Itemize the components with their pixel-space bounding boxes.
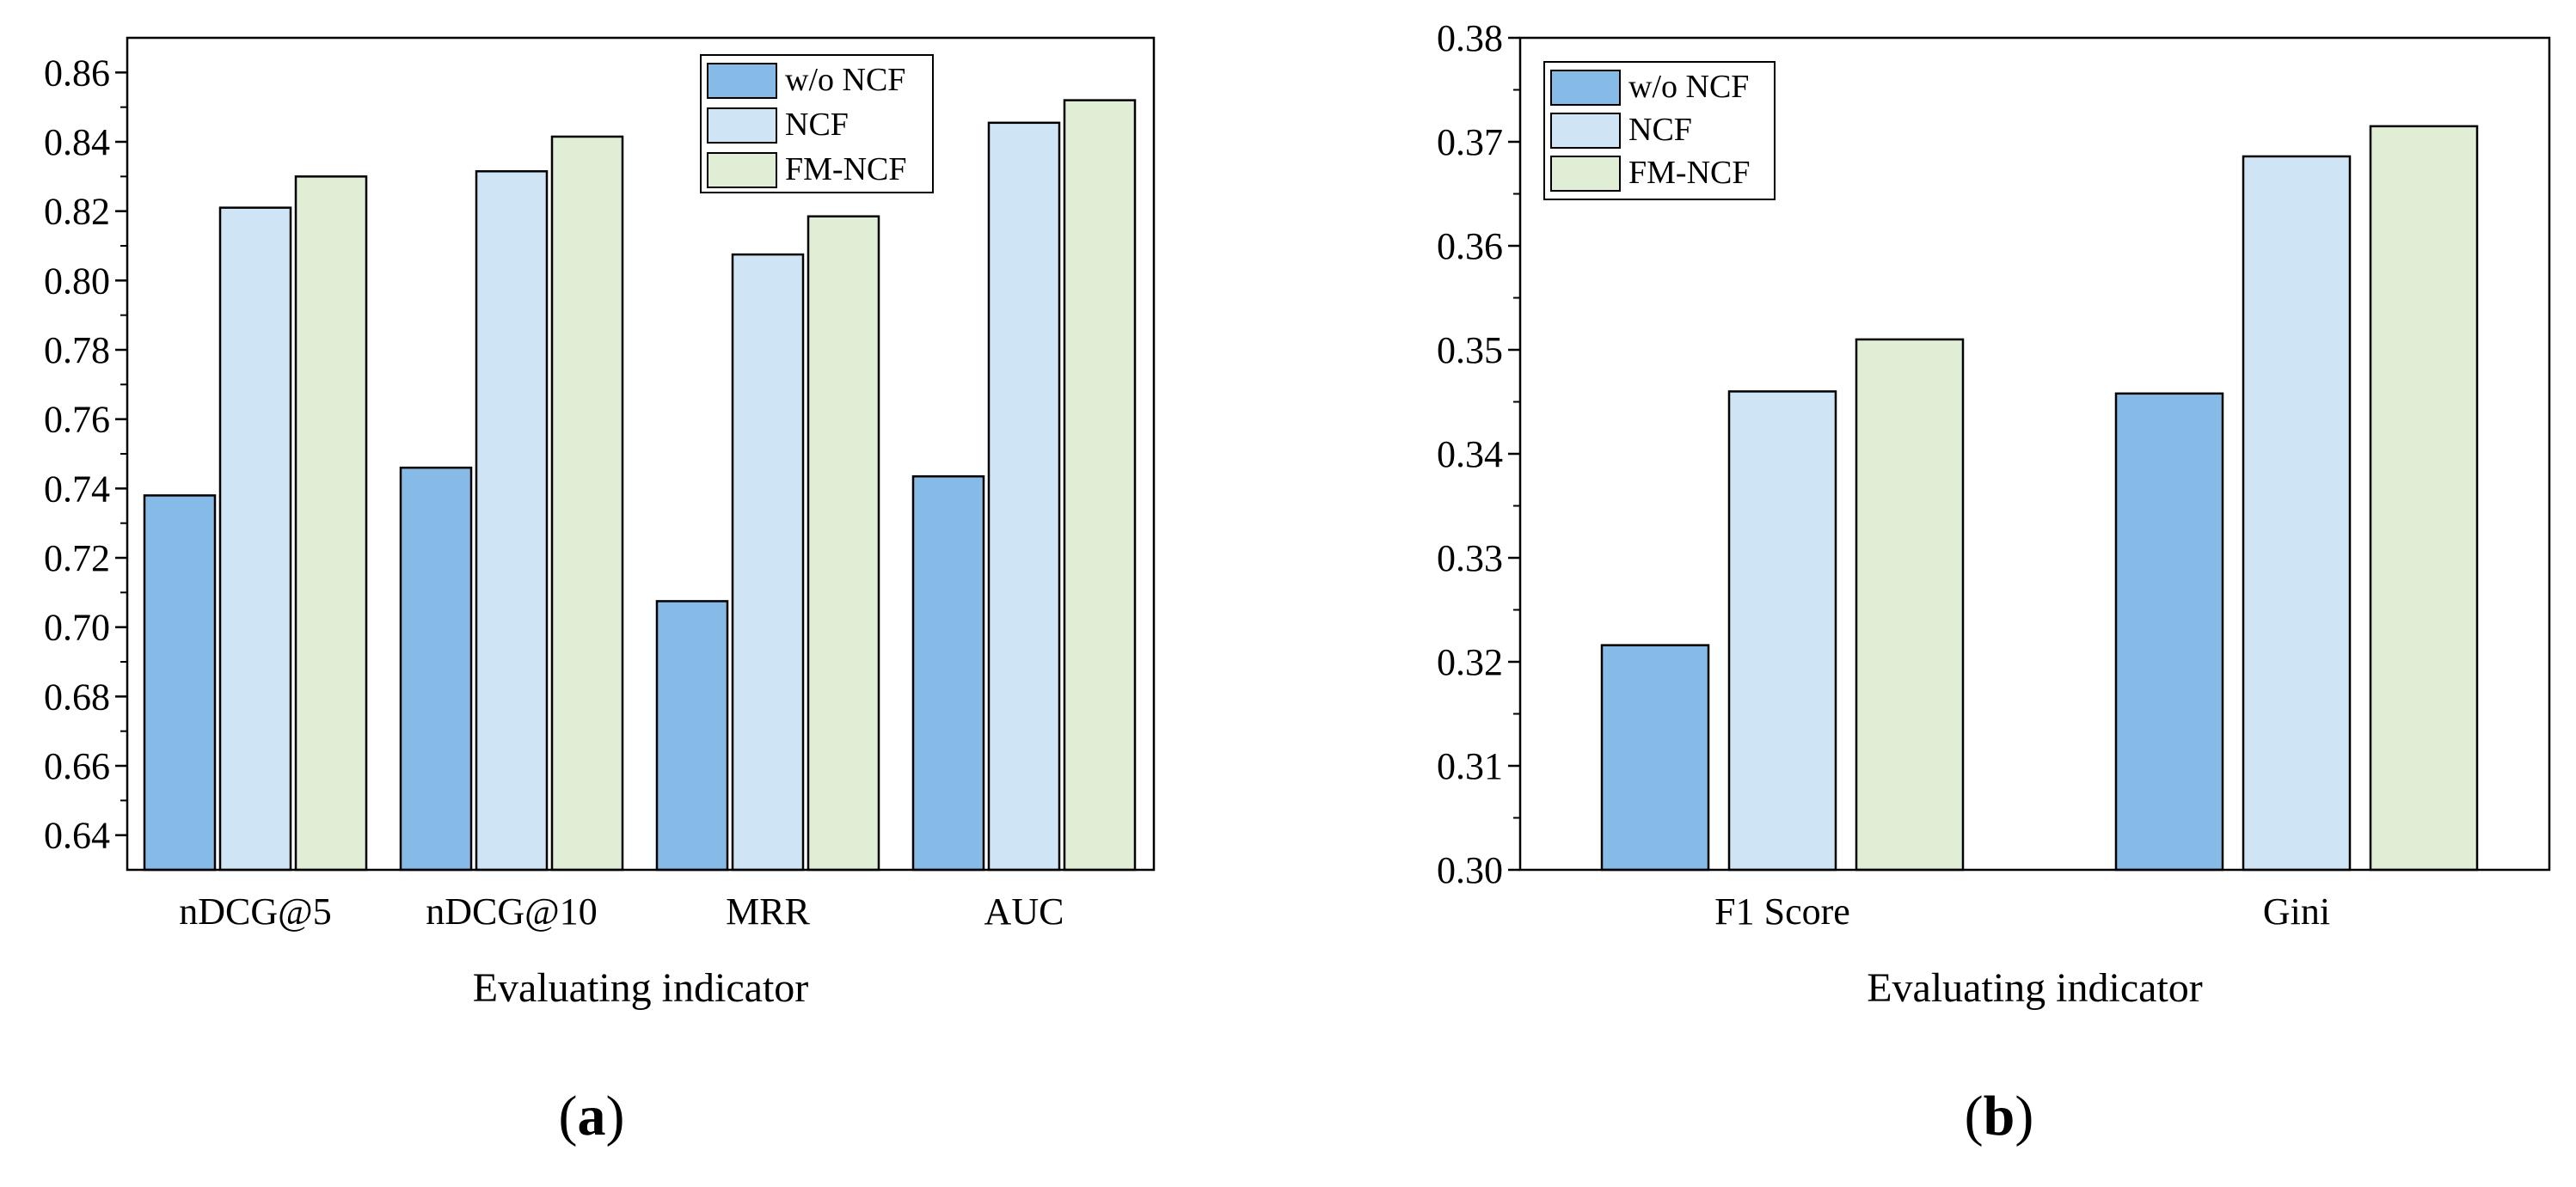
x-tick-label: nDCG@5 <box>179 890 331 933</box>
y-tick-label: 0.68 <box>44 676 110 718</box>
y-tick-label: 0.78 <box>44 329 110 371</box>
y-tick-label: 0.74 <box>44 468 110 510</box>
y-tick-label: 0.32 <box>1437 641 1503 683</box>
legend-swatch <box>707 107 777 144</box>
chart-panel-b: 0.30 0.31 0.32 0.33 0.34 0.35 0.36 0.37 0.38 F1 … <box>1437 17 2551 1147</box>
legend-swatch <box>707 63 777 99</box>
panel-letter: a <box>578 1085 606 1147</box>
x-tick-labels: F1 Score Gini <box>1714 890 2330 933</box>
y-tick-label: 0.31 <box>1437 745 1503 787</box>
chart-panel-a: 0.64 0.66 0.68 0.70 0.72 0.74 0.76 0.78 0.80 0.82… <box>44 36 1156 1147</box>
y-tick-label: 0.70 <box>44 607 110 649</box>
x-axis-title: Evaluating indicator <box>473 965 809 1011</box>
legend-swatch <box>707 152 777 188</box>
bar-fm-ncf-auc <box>1063 99 1137 872</box>
plot-frame <box>1518 36 2551 872</box>
y-tick-label: 0.80 <box>44 260 110 302</box>
legend-label: NCF <box>785 107 849 143</box>
legend: w/o NCF NCF FM-NCF <box>1543 61 1776 200</box>
legend-label: w/o NCF <box>785 62 905 98</box>
plot-frame <box>126 36 1156 872</box>
y-tick-label: 0.72 <box>44 537 110 579</box>
x-axis-title: Evaluating indicator <box>1867 965 2203 1011</box>
x-tick-label: F1 Score <box>1714 890 1850 933</box>
legend-label: NCF <box>1628 112 1692 148</box>
y-tick-label: 0.33 <box>1437 537 1503 579</box>
legend-label: w/o NCF <box>1628 69 1749 105</box>
bar-fm-ncf-mrr <box>807 215 880 872</box>
legend: w/o NCF NCF FM-NCF <box>700 54 934 193</box>
bars <box>1600 125 2479 872</box>
y-tick-label: 0.37 <box>1437 121 1503 163</box>
bar-fm-ncf-ndcg-5 <box>294 175 368 872</box>
panel-letter: b <box>1984 1085 2015 1147</box>
panel-label: (a) <box>559 1085 625 1147</box>
bar-ncf-ndcg-5 <box>218 206 292 872</box>
bar-fm-ncf-gini <box>2369 125 2479 872</box>
legend-label: FM-NCF <box>1628 155 1751 191</box>
bar-ncf-auc <box>987 121 1061 872</box>
bar-w-o-ncf-f1-score <box>1600 644 1710 872</box>
y-tick-label: 0.35 <box>1437 329 1503 371</box>
legend-swatch <box>1550 156 1621 192</box>
bar-fm-ncf-ndcg-10 <box>550 135 624 872</box>
x-tick-label: AUC <box>984 890 1064 933</box>
bar-fm-ncf-f1-score <box>1855 338 1965 872</box>
y-axis-ticks <box>115 71 127 836</box>
bar-w-o-ncf-auc <box>911 474 985 872</box>
x-tick-label: MRR <box>726 890 810 933</box>
bar-ncf-ndcg-10 <box>475 170 549 872</box>
y-tick-label: 0.30 <box>1437 849 1503 891</box>
y-tick-label: 0.82 <box>44 191 110 233</box>
x-tick-labels: nDCG@5 nDCG@10 MRR AUC <box>179 890 1064 933</box>
bar-ncf-mrr <box>731 253 805 872</box>
y-tick-labels: 0.30 0.31 0.32 0.33 0.34 0.35 0.36 0.37 0.38 <box>1437 17 1503 891</box>
y-tick-label: 0.64 <box>44 815 110 857</box>
y-tick-labels: 0.64 0.66 0.68 0.70 0.72 0.74 0.76 0.78 0.80 0.82… <box>44 52 110 856</box>
y-tick-label: 0.86 <box>44 52 110 94</box>
legend-swatch <box>1550 70 1621 106</box>
y-tick-label: 0.66 <box>44 745 110 787</box>
y-tick-label: 0.38 <box>1437 17 1503 59</box>
bar-ncf-gini <box>2242 155 2352 872</box>
y-tick-label: 0.36 <box>1437 225 1503 267</box>
panel-label: (b) <box>1965 1085 2034 1147</box>
bar-w-o-ncf-gini <box>2114 392 2224 872</box>
y-tick-label: 0.34 <box>1437 433 1503 475</box>
bar-w-o-ncf-ndcg-10 <box>399 466 473 872</box>
y-tick-label: 0.84 <box>44 121 110 163</box>
bar-w-o-ncf-mrr <box>655 600 729 872</box>
legend-label: FM-NCF <box>785 151 907 187</box>
y-tick-label: 0.76 <box>44 399 110 441</box>
bar-w-o-ncf-ndcg-5 <box>143 494 217 872</box>
legend-swatch <box>1550 113 1621 149</box>
x-tick-label: Gini <box>2263 890 2330 933</box>
bar-ncf-f1-score <box>1727 390 1837 872</box>
y-axis-ticks <box>1508 36 1520 872</box>
x-tick-label: nDCG@10 <box>426 890 597 933</box>
bars <box>143 99 1137 872</box>
